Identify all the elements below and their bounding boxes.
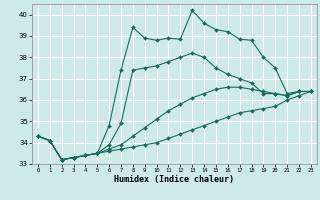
X-axis label: Humidex (Indice chaleur): Humidex (Indice chaleur) xyxy=(115,175,234,184)
